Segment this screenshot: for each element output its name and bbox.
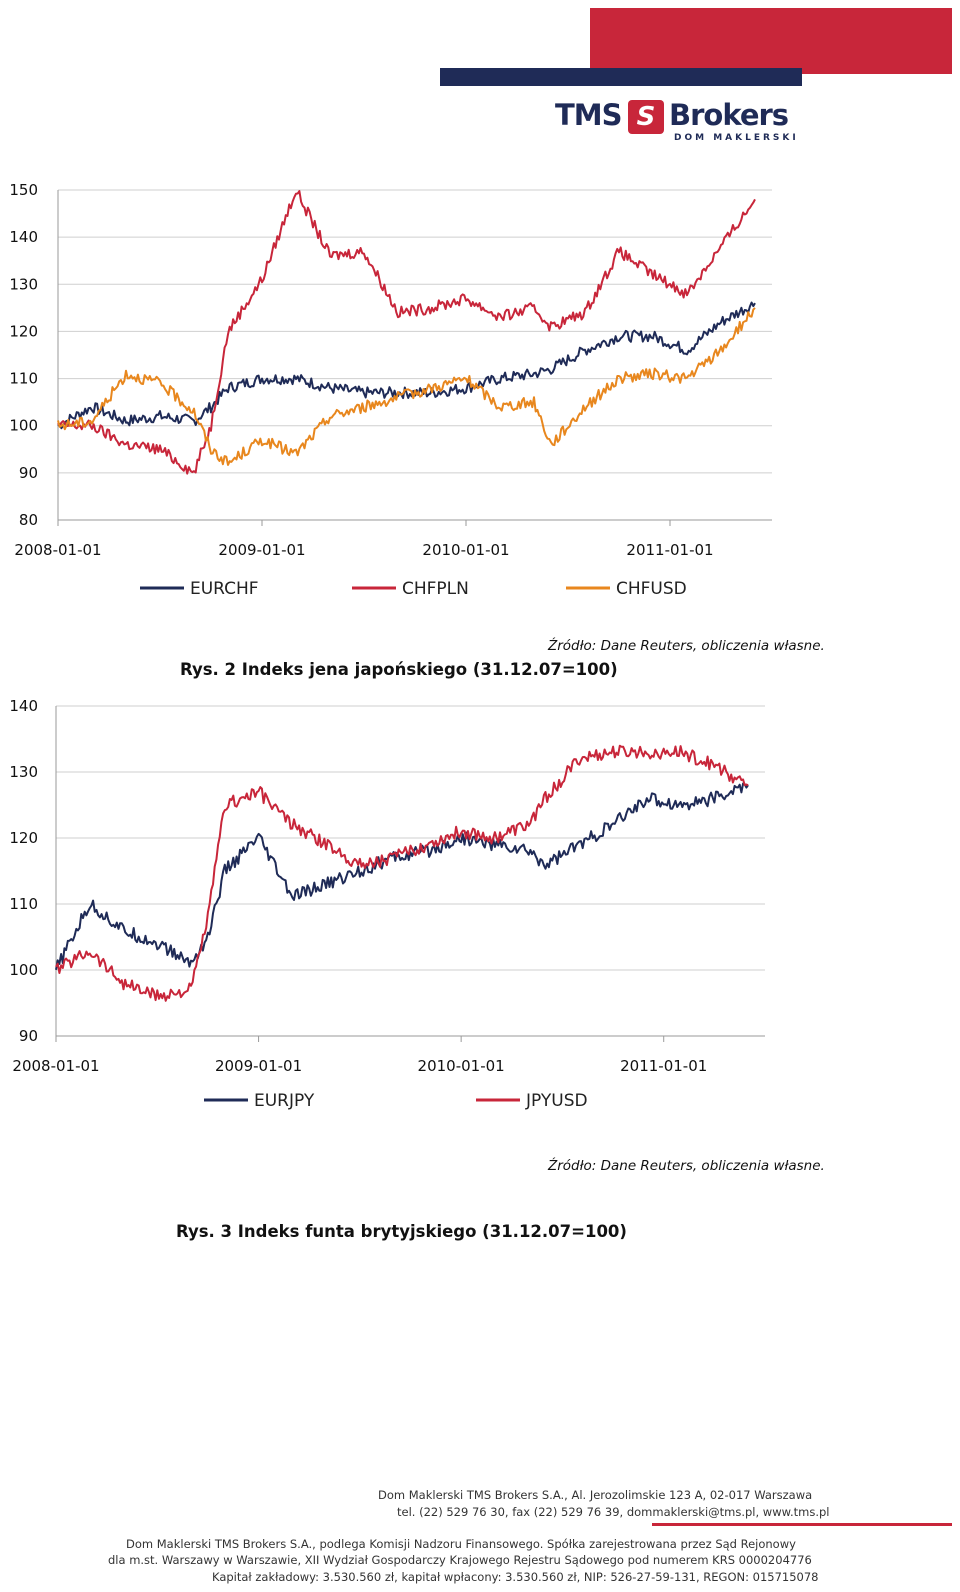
series-line-chfpln: [57, 190, 756, 475]
footer-legal-3: Kapitał zakładowy: 3.530.560 zł, kapitał…: [212, 1570, 819, 1584]
x-tick-label: 2011-01-01: [620, 1057, 707, 1075]
y-tick-label: 110: [9, 895, 38, 913]
header-navy-band: [440, 68, 802, 86]
y-tick-label: 120: [9, 322, 38, 340]
x-tick-label: 2009-01-01: [215, 1057, 302, 1075]
y-tick-label: 100: [9, 417, 38, 435]
chart1-source-note: Źródło: Dane Reuters, obliczenia własne.: [548, 638, 825, 654]
series-line-jpyusd: [55, 744, 749, 1002]
figure-caption-3: Rys. 3 Indeks funta brytyjskiego (31.12.…: [176, 1222, 627, 1241]
figure-caption-2: Rys. 2 Indeks jena japońskiego (31.12.07…: [180, 660, 618, 679]
chart2-source-note: Źródło: Dane Reuters, obliczenia własne.: [548, 1158, 825, 1174]
logo-tms-text: TMS: [555, 98, 623, 132]
x-tick-label: 2011-01-01: [626, 541, 713, 559]
legend-label-eurchf: EURCHF: [190, 579, 259, 599]
logo-brokers-text: Brokers: [669, 98, 789, 132]
footer-address: Dom Maklerski TMS Brokers S.A., Al. Jero…: [378, 1488, 813, 1502]
x-tick-label: 2010-01-01: [418, 1057, 505, 1075]
x-tick-label: 2010-01-01: [422, 541, 509, 559]
y-tick-label: 90: [19, 464, 38, 482]
legend-label-jpyusd: JPYUSD: [525, 1091, 588, 1111]
series-line-eurjpy: [55, 782, 749, 970]
footer-legal-2: dla m.st. Warszawy w Warszawie, XII Wydz…: [108, 1553, 812, 1567]
legend-label-chfpln: CHFPLN: [402, 579, 469, 599]
footer-contact: tel. (22) 529 76 30, fax (22) 529 76 39,…: [397, 1505, 830, 1519]
tms-brokers-logo: TMS S Brokers DOM MAKLERSKI: [555, 96, 805, 148]
logo-tagline: DOM MAKLERSKI: [674, 133, 799, 143]
chart-jpy-index: 90 100 110 120 130 140 2008-01-01 2009-01-01 201…: [9, 697, 765, 1111]
y-tick-label: 130: [9, 275, 38, 293]
y-tick-label: 110: [9, 370, 38, 388]
y-tick-label: 140: [9, 228, 38, 246]
chart-chf-index: 80 90 100 110 120 130 140 150 2008-01-01 2009-01-…: [9, 181, 772, 599]
legend-label-eurjpy: EURJPY: [254, 1091, 315, 1111]
y-tick-label: 90: [19, 1027, 38, 1045]
y-tick-label: 80: [19, 511, 38, 529]
y-tick-label: 100: [9, 961, 38, 979]
series-line-chfusd: [57, 307, 756, 466]
footer-legal-1: Dom Maklerski TMS Brokers S.A., podlega …: [126, 1537, 796, 1551]
y-tick-label: 150: [9, 181, 38, 199]
x-tick-label: 2009-01-01: [218, 541, 305, 559]
x-tick-label: 2008-01-01: [12, 1057, 99, 1075]
logo-s-mark-icon: S: [628, 100, 664, 134]
y-tick-label: 120: [9, 829, 38, 847]
header-red-band: [590, 8, 952, 74]
y-tick-label: 130: [9, 763, 38, 781]
footer-red-rule: [652, 1523, 952, 1526]
y-tick-label: 140: [9, 697, 38, 715]
series-line-eurchf: [57, 301, 756, 430]
legend-label-chfusd: CHFUSD: [616, 579, 687, 599]
x-tick-label: 2008-01-01: [14, 541, 101, 559]
